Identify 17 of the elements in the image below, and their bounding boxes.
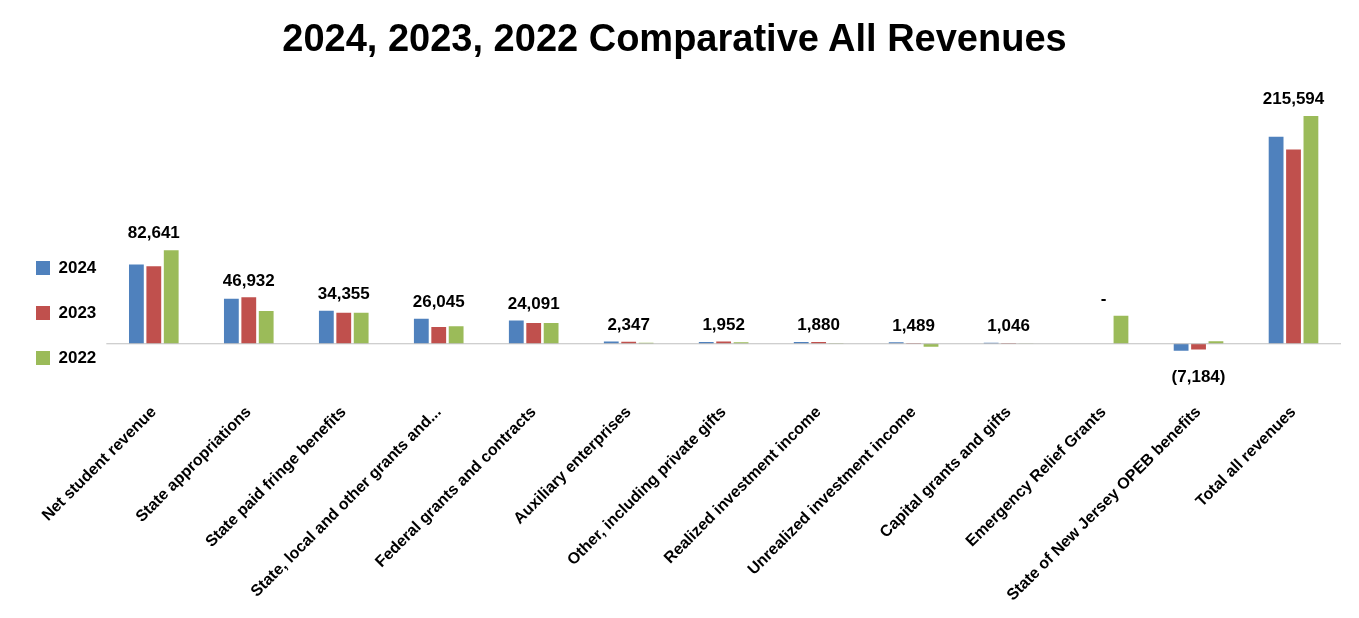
data-label: 215,594 (1262, 89, 1325, 109)
data-label: 1,489 (892, 315, 935, 335)
data-label: (7,184) (1171, 366, 1226, 386)
data-label: 24,091 (507, 293, 560, 313)
data-label: 82,641 (127, 223, 180, 243)
legend-label: 2022 (58, 347, 97, 367)
data-label: 1,952 (702, 314, 745, 334)
data-label: 26,045 (412, 291, 465, 311)
data-label: 46,932 (222, 270, 275, 290)
data-label: 34,355 (317, 283, 370, 303)
chart-title: 2024, 2023, 2022 Comparative All Revenues (282, 17, 1067, 60)
data-label: 1,880 (797, 315, 840, 335)
data-label: - (1100, 289, 1107, 308)
legend-label: 2024 (58, 257, 97, 277)
data-label: 1,046 (987, 315, 1030, 335)
legend-label: 2023 (58, 302, 97, 322)
data-label: 2,347 (607, 314, 650, 334)
